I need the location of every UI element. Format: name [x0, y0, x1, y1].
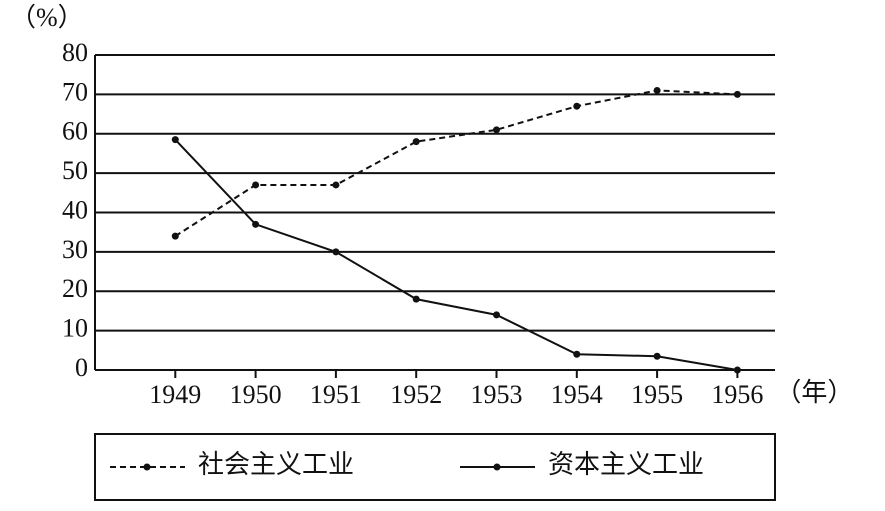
legend-label: 资本主义工业: [548, 450, 704, 479]
legend-marker: [143, 463, 151, 471]
x-tick-label: 1955: [631, 380, 683, 409]
y-tick-label: 0: [75, 353, 88, 382]
series-line: [174, 138, 738, 371]
x-tick-label: 1953: [471, 380, 523, 409]
data-point: [493, 311, 500, 319]
y-tick-label: 80: [62, 38, 88, 67]
x-tick-label: 1950: [230, 380, 282, 409]
y-tick-label: 10: [62, 314, 88, 343]
x-tick-label: 1951: [310, 380, 362, 409]
legend-label: 社会主义工业: [198, 450, 354, 479]
y-axis-label: （%）: [10, 3, 84, 32]
data-point: [412, 138, 420, 146]
data-point: [573, 350, 581, 358]
data-point: [412, 295, 420, 303]
x-tick-label: 1952: [390, 380, 442, 409]
data-point: [171, 232, 179, 240]
data-point: [252, 181, 260, 189]
y-tick-label: 70: [62, 77, 88, 106]
legend-marker: [493, 463, 501, 471]
x-tick-label: 1956: [711, 380, 763, 409]
data-point: [332, 248, 340, 256]
series-line: [174, 89, 738, 237]
legend-box: [94, 433, 776, 501]
data-point: [653, 86, 661, 94]
y-tick-label: 20: [62, 274, 88, 303]
x-tick-label: 1954: [551, 380, 603, 409]
data-point: [252, 220, 260, 228]
y-tick-label: 30: [62, 235, 88, 264]
y-tick-label: 60: [62, 117, 88, 146]
y-tick-label: 50: [62, 156, 88, 185]
data-point: [653, 352, 661, 360]
x-tick-label: 1949: [149, 380, 201, 409]
data-point: [733, 90, 741, 98]
y-tick-label: 40: [62, 195, 88, 224]
data-point: [493, 126, 500, 134]
data-point: [733, 366, 741, 374]
data-point: [171, 136, 179, 144]
x-axis-label: （年）: [775, 378, 853, 407]
data-point: [573, 102, 581, 110]
data-point: [332, 181, 340, 189]
